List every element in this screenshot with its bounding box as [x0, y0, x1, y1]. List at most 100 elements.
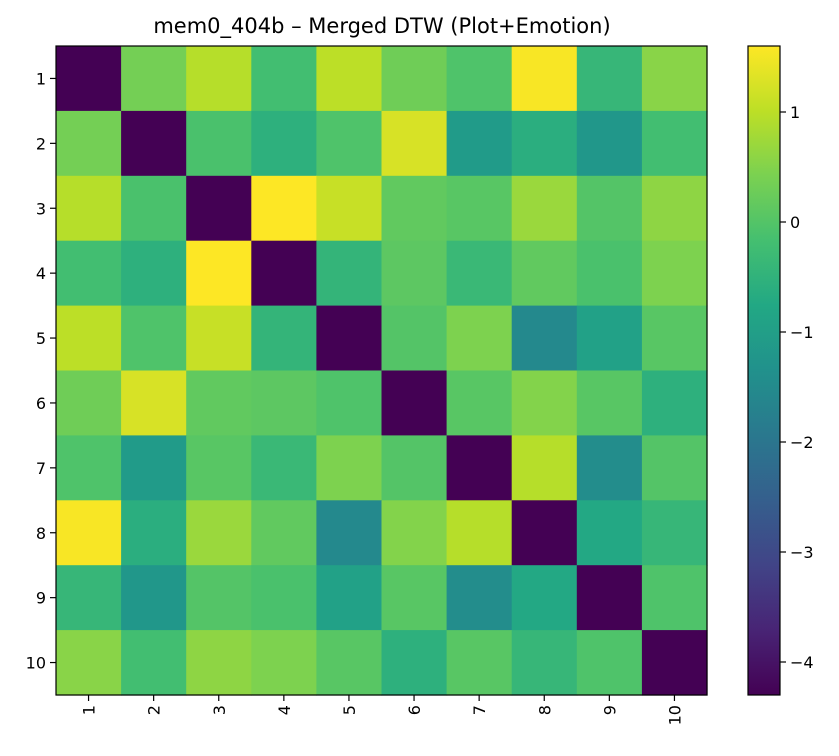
heatmap-cell-r6-c4	[251, 370, 317, 436]
heatmap-cell-r8-c9	[576, 500, 643, 566]
heatmap-cell-r9-c10	[641, 565, 708, 631]
heatmap-cell-r6-c7	[446, 370, 513, 436]
heatmap-cell-r7-c6	[381, 435, 448, 501]
heatmap-cell-r4-c6	[381, 240, 448, 307]
heatmap-cell-r2-c4	[251, 110, 317, 177]
heatmap-cell-r2-c1	[56, 110, 122, 177]
y-tick-label: 8	[36, 524, 46, 543]
heatmap-cell-r3-c6	[381, 175, 448, 242]
heatmap-cell-r3-c1	[56, 175, 122, 242]
colorbar-tick-label: 0	[790, 213, 800, 232]
heatmap-cell-r4-c1	[56, 240, 122, 307]
heatmap-cell-r6-c1	[56, 370, 122, 436]
heatmap-cell-r1-c3	[186, 46, 252, 112]
heatmap-cell-r8-c2	[121, 500, 187, 566]
x-axis-ticks: 1 2 3 4 5 6 7 8 9 10	[80, 695, 684, 725]
heatmap-cell-r10-c10	[641, 630, 708, 696]
heatmap-cell-r5-c10	[641, 305, 708, 372]
x-tick-label: 1	[80, 705, 99, 715]
heatmap-cell-r6-c5	[316, 370, 383, 436]
x-tick-label: 7	[470, 705, 489, 715]
heatmap-cell-r9-c8	[511, 565, 578, 631]
heatmap-cell-r7-c10	[641, 435, 708, 501]
heatmap-cell-r2-c9	[576, 110, 643, 177]
heatmap-cell-r1-c1	[56, 46, 122, 112]
heatmap-cell-r8-c1	[56, 500, 122, 566]
heatmap-cell-r5-c1	[56, 305, 122, 372]
heatmap-cell-r4-c9	[576, 240, 643, 307]
plot-frame	[55, 45, 708, 696]
heatmap-cell-r4-c7	[446, 240, 513, 307]
x-tick-label: 10	[665, 705, 684, 725]
y-axis-ticks: 1 2 3 4 5 6 7 8 9 10	[26, 69, 56, 673]
heatmap-cell-r3-c4	[251, 175, 317, 242]
heatmap-cell-r3-c10	[641, 175, 708, 242]
heatmap-cell-r5-c4	[251, 305, 317, 372]
heatmap-cell-r9-c2	[121, 565, 187, 631]
y-tick-label: 5	[36, 329, 46, 348]
colorbar-tick-label: −2	[790, 433, 814, 452]
colorbar-tick-label: −1	[790, 323, 814, 342]
heatmap-cell-r10-c4	[251, 630, 317, 696]
heatmap-cell-r4-c10	[641, 240, 708, 307]
y-tick-label: 7	[36, 459, 46, 478]
heatmap-cell-r2-c8	[511, 110, 578, 177]
heatmap-cell-r7-c2	[121, 435, 187, 501]
chart-title: mem0_404b – Merged DTW (Plot+Emotion)	[153, 14, 610, 39]
heatmap-cell-r9-c1	[56, 565, 122, 631]
heatmap-cell-r2-c3	[186, 110, 252, 177]
heatmap-cell-r6-c2	[121, 370, 187, 436]
heatmap-cell-r2-c7	[446, 110, 513, 177]
heatmap-cell-r1-c10	[641, 46, 708, 112]
y-tick-label: 10	[26, 654, 46, 673]
heatmap-cell-r5-c6	[381, 305, 448, 372]
y-tick-label: 4	[36, 264, 46, 283]
colorbar-tick-label: 1	[790, 103, 800, 122]
heatmap-cell-r7-c8	[511, 435, 578, 501]
heatmap-cell-r7-c4	[251, 435, 317, 501]
heatmap-cell-r7-c9	[576, 435, 643, 501]
heatmap-cell-r6-c8	[511, 370, 578, 436]
heatmap-cell-r3-c5	[316, 175, 383, 242]
heatmap-cell-r9-c7	[446, 565, 513, 631]
heatmap-cell-r10-c7	[446, 630, 513, 696]
x-tick-label: 3	[210, 705, 229, 715]
colorbar	[748, 46, 780, 695]
heatmap-cell-r9-c3	[186, 565, 252, 631]
y-tick-label: 6	[36, 394, 46, 413]
heatmap-cell-r10-c2	[121, 630, 187, 696]
colorbar-tick-label: −3	[790, 543, 814, 562]
heatmap-cell-r8-c4	[251, 500, 317, 566]
heatmap-cell-r4-c8	[511, 240, 578, 307]
heatmap-cell-r6-c10	[641, 370, 708, 436]
colorbar-ticks: 1 0 −1 −2 −3 −4	[780, 103, 814, 672]
heatmap-cell-r6-c9	[576, 370, 643, 436]
heatmap-cell-r8-c7	[446, 500, 513, 566]
heatmap-cell-r1-c7	[446, 46, 513, 112]
heatmap-cell-r5-c7	[446, 305, 513, 372]
heatmap-cell-r10-c6	[381, 630, 448, 696]
y-tick-label: 9	[36, 589, 46, 608]
heatmap-cell-r6-c3	[186, 370, 252, 436]
x-tick-label: 6	[405, 705, 424, 715]
heatmap-cell-r4-c2	[121, 240, 187, 307]
heatmap-cell-r2-c10	[641, 110, 708, 177]
heatmap-cell-r3-c3	[186, 175, 252, 242]
heatmap-cell-r8-c6	[381, 500, 448, 566]
heatmap-cell-r10-c1	[56, 630, 122, 696]
heatmap-cell-r5-c2	[121, 305, 187, 372]
x-tick-label: 4	[275, 705, 294, 715]
colorbar-frame	[747, 45, 781, 696]
heatmap-cell-r7-c1	[56, 435, 122, 501]
heatmap-cell-r8-c8	[511, 500, 578, 566]
heatmap-cell-r5-c5	[316, 305, 383, 372]
heatmap-cell-r3-c8	[511, 175, 578, 242]
heatmap-cell-r2-c6	[381, 110, 448, 177]
heatmap-cell-r8-c5	[316, 500, 383, 566]
heatmap-cell-r4-c5	[316, 240, 383, 307]
heatmap-cell-r5-c3	[186, 305, 252, 372]
heatmap-cell-r4-c3	[186, 240, 252, 307]
heatmap-cell-r10-c3	[186, 630, 252, 696]
